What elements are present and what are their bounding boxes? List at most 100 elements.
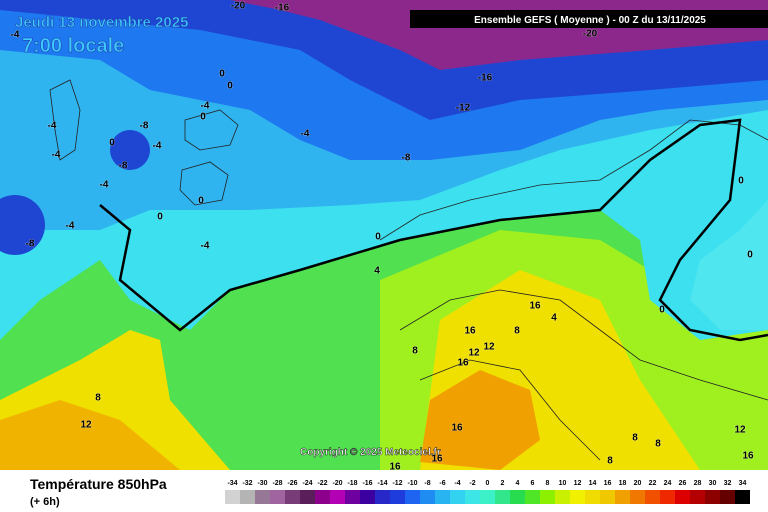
legend-label: 12 bbox=[574, 480, 582, 487]
legend-swatch bbox=[420, 490, 435, 504]
legend-label: -4 bbox=[454, 480, 460, 487]
contour-label: 12 bbox=[734, 425, 746, 436]
contour-label: 0 bbox=[198, 196, 204, 207]
footer-lead: (+ 6h) bbox=[30, 496, 60, 508]
zero-isotherm bbox=[99, 118, 768, 342]
contour-label: -4 bbox=[201, 241, 210, 252]
contour-label: -4 bbox=[153, 141, 162, 152]
copyright: Copyright © 2025 Meteociel.fr bbox=[300, 447, 441, 458]
contour-label: 0 bbox=[738, 176, 744, 187]
legend-swatch bbox=[705, 490, 720, 504]
legend-label: 26 bbox=[679, 480, 687, 487]
legend-swatch bbox=[450, 490, 465, 504]
contour-label: 16 bbox=[431, 454, 443, 465]
temperature-field bbox=[0, 0, 768, 470]
legend-label: 28 bbox=[694, 480, 702, 487]
contour-label: 16 bbox=[451, 423, 463, 434]
contour-label: -4 bbox=[48, 121, 57, 132]
legend-label: 10 bbox=[559, 480, 567, 487]
contour-label: -4 bbox=[301, 129, 310, 140]
contour-label: -8 bbox=[140, 121, 149, 132]
legend-label: 24 bbox=[664, 480, 672, 487]
legend-label: 8 bbox=[546, 480, 550, 487]
legend-label: -20 bbox=[332, 480, 342, 487]
legend-swatch bbox=[315, 490, 330, 504]
legend-swatch bbox=[330, 490, 345, 504]
field-orange bbox=[0, 400, 180, 470]
contour-label: 16 bbox=[457, 358, 469, 369]
legend-swatch bbox=[690, 490, 705, 504]
contour-label: 8 bbox=[514, 326, 520, 337]
legend-label: 16 bbox=[604, 480, 612, 487]
legend-swatch bbox=[585, 490, 600, 504]
legend-label: 18 bbox=[619, 480, 627, 487]
legend-swatch bbox=[495, 490, 510, 504]
legend-swatch bbox=[225, 490, 240, 504]
legend-swatch bbox=[345, 490, 360, 504]
legend-label: -2 bbox=[469, 480, 475, 487]
legend-label: 20 bbox=[634, 480, 642, 487]
contour-label: -8 bbox=[402, 153, 411, 164]
contour-label: -4 bbox=[66, 221, 75, 232]
contour-label: 0 bbox=[747, 250, 753, 261]
legend-label: 32 bbox=[724, 480, 732, 487]
legend-label: -10 bbox=[407, 480, 417, 487]
legend-label: -18 bbox=[347, 480, 357, 487]
legend-swatch bbox=[240, 490, 255, 504]
legend-swatch bbox=[600, 490, 615, 504]
contour-label: 4 bbox=[551, 313, 557, 324]
coastline bbox=[399, 289, 768, 401]
contour-label: 0 bbox=[109, 138, 115, 149]
model-info: Ensemble GEFS ( Moyenne ) - 00 Z du 13/1… bbox=[474, 15, 706, 26]
contour-label: 0 bbox=[659, 305, 665, 316]
contour-label: -4 bbox=[201, 101, 210, 112]
legend-label: -26 bbox=[287, 480, 297, 487]
legend-label: -16 bbox=[362, 480, 372, 487]
contour-label: 12 bbox=[468, 348, 480, 359]
legend-swatch bbox=[375, 490, 390, 504]
legend-swatch bbox=[540, 490, 555, 504]
legend-swatch bbox=[630, 490, 645, 504]
legend-label: -6 bbox=[439, 480, 445, 487]
legend-label: -8 bbox=[424, 480, 430, 487]
legend-swatch bbox=[645, 490, 660, 504]
legend-swatch bbox=[435, 490, 450, 504]
legend-swatch bbox=[360, 490, 375, 504]
contour-label: 8 bbox=[607, 456, 613, 467]
legend-swatch bbox=[480, 490, 495, 504]
field-darkblue bbox=[0, 195, 45, 255]
legend-swatch bbox=[735, 490, 750, 504]
date: Jeudi 13 novembre 2025 bbox=[15, 14, 188, 31]
color-legend: -34 -32 -30 -28 -26 -24 -22 -20 -18 -16 -14 -12 -10-… bbox=[225, 480, 750, 504]
contour-label: 16 bbox=[464, 326, 476, 337]
legend-swatch bbox=[390, 490, 405, 504]
coastline bbox=[179, 161, 229, 206]
contour-label: 0 bbox=[157, 212, 163, 223]
legend-label: 14 bbox=[589, 480, 597, 487]
legend-label: -34 bbox=[227, 480, 237, 487]
contour-label: -4 bbox=[11, 30, 20, 41]
legend-label: 34 bbox=[739, 480, 747, 487]
legend-swatch bbox=[660, 490, 675, 504]
contour-label: 8 bbox=[632, 433, 638, 444]
contour-label: 12 bbox=[80, 420, 92, 431]
legend-swatch bbox=[675, 490, 690, 504]
contour-label: 8 bbox=[95, 393, 101, 404]
legend-label: 0 bbox=[486, 480, 490, 487]
contour-label: -16 bbox=[275, 3, 290, 14]
legend-swatch bbox=[465, 490, 480, 504]
contour-label: -20 bbox=[231, 1, 246, 12]
legend-swatch bbox=[555, 490, 570, 504]
contour-label: -16 bbox=[478, 73, 493, 84]
contour-label: 0 bbox=[227, 81, 233, 92]
legend-label: 2 bbox=[501, 480, 505, 487]
legend-label: -14 bbox=[377, 480, 387, 487]
contour-label: 16 bbox=[529, 301, 541, 312]
legend-label: -24 bbox=[302, 480, 312, 487]
legend-label: 4 bbox=[516, 480, 520, 487]
footer-title: Température 850hPa bbox=[30, 476, 167, 492]
contour-label: 8 bbox=[412, 346, 418, 357]
contour-label: 0 bbox=[200, 112, 206, 123]
legend-swatch bbox=[570, 490, 585, 504]
legend-label: -12 bbox=[392, 480, 402, 487]
